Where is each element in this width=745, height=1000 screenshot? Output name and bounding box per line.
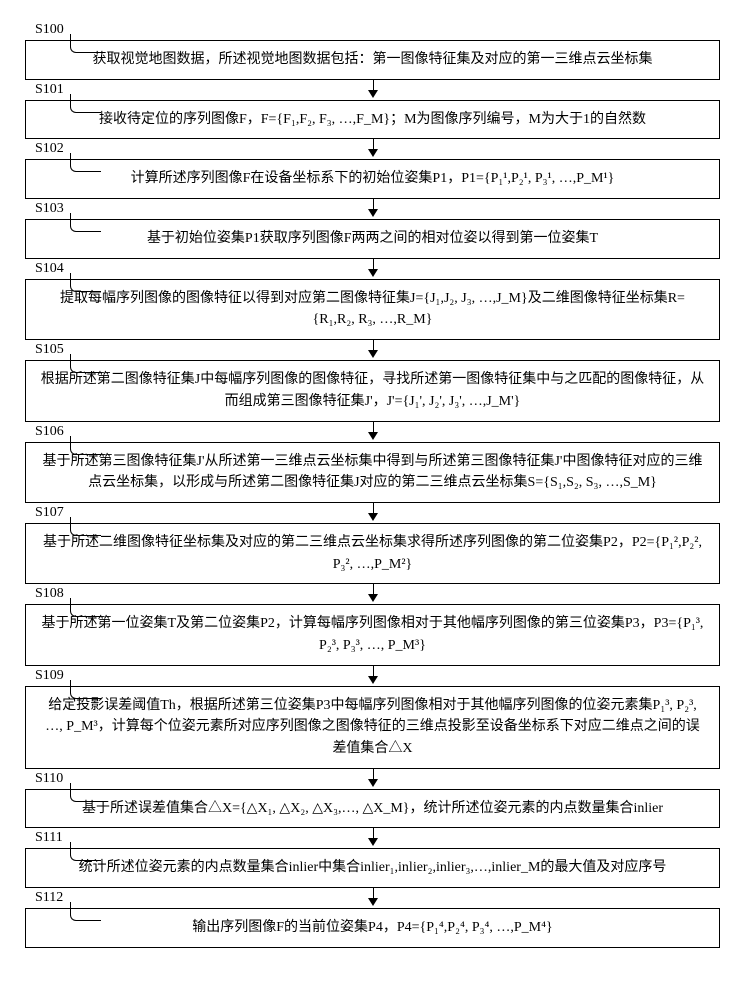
label-connector xyxy=(70,598,101,617)
step-box: 基于所述第三图像特征集J'从所述第一三维点云坐标集中得到与所述第三图像特征集J'… xyxy=(25,442,720,503)
label-connector xyxy=(70,34,101,53)
step-box: 提取每幅序列图像的图像特征以得到对应第二图像特征集J={J₁,J₂, J₃, …… xyxy=(25,279,720,340)
label-connector xyxy=(70,153,101,172)
flow-step: S102 计算所述序列图像F在设备坐标系下的初始位姿集P1，P1={P₁¹,P₂… xyxy=(15,139,730,199)
label-connector xyxy=(70,436,101,455)
label-connector xyxy=(70,273,101,292)
label-connector xyxy=(70,783,101,802)
step-label: S101 xyxy=(35,82,64,98)
step-box: 统计所述位姿元素的内点数量集合inlier中集合inlier₁,inlier₂,… xyxy=(25,848,720,888)
step-label: S104 xyxy=(35,261,64,277)
step-label: S105 xyxy=(35,342,64,358)
step-label: S109 xyxy=(35,668,64,684)
label-connector xyxy=(70,902,101,921)
step-label: S112 xyxy=(35,890,63,906)
flow-step: S104 提取每幅序列图像的图像特征以得到对应第二图像特征集J={J₁,J₂, … xyxy=(15,259,730,340)
step-box: 根据所述第二图像特征集J中每幅序列图像的图像特征，寻找所述第一图像特征集中与之匹… xyxy=(25,360,720,421)
flow-step: S111 统计所述位姿元素的内点数量集合inlier中集合inlier₁,inl… xyxy=(15,828,730,888)
step-box: 输出序列图像F的当前位姿集P4，P4={P₁⁴,P₂⁴, P₃⁴, …,P_M⁴… xyxy=(25,908,720,948)
step-label: S100 xyxy=(35,22,64,38)
step-box: 基于所述误差值集合△X={△X₁, △X₂, △X₃,…, △X_M}，统计所述… xyxy=(25,789,720,829)
flow-step: S108 基于所述第一位姿集T及第二位姿集P2，计算每幅序列图像相对于其他幅序列… xyxy=(15,584,730,665)
step-label: S106 xyxy=(35,424,64,440)
label-connector xyxy=(70,680,101,699)
step-box: 基于初始位姿集P1获取序列图像F两两之间的相对位姿以得到第一位姿集T xyxy=(25,219,720,259)
step-label: S111 xyxy=(35,830,63,846)
step-box: 获取视觉地图数据，所述视觉地图数据包括：第一图像特征集及对应的第一三维点云坐标集 xyxy=(25,40,720,80)
flow-step: S103 基于初始位姿集P1获取序列图像F两两之间的相对位姿以得到第一位姿集T xyxy=(15,199,730,259)
step-label: S108 xyxy=(35,586,64,602)
flow-step: S107 基于所述二维图像特征坐标集及对应的第二三维点云坐标集求得所述序列图像的… xyxy=(15,503,730,584)
step-box: 基于所述二维图像特征坐标集及对应的第二三维点云坐标集求得所述序列图像的第二位姿集… xyxy=(25,523,720,584)
flow-step: S106 基于所述第三图像特征集J'从所述第一三维点云坐标集中得到与所述第三图像… xyxy=(15,422,730,503)
flow-step: S110 基于所述误差值集合△X={△X₁, △X₂, △X₃,…, △X_M}… xyxy=(15,769,730,829)
step-box: 给定投影误差阈值Th，根据所述第三位姿集P3中每幅序列图像相对于其他幅序列图像的… xyxy=(25,686,720,769)
flow-step: S105 根据所述第二图像特征集J中每幅序列图像的图像特征，寻找所述第一图像特征… xyxy=(15,340,730,421)
step-label: S110 xyxy=(35,771,63,787)
step-label: S103 xyxy=(35,201,64,217)
label-connector xyxy=(70,94,101,113)
step-box: 基于所述第一位姿集T及第二位姿集P2，计算每幅序列图像相对于其他幅序列图像的第三… xyxy=(25,604,720,665)
label-connector xyxy=(70,354,101,373)
step-box: 计算所述序列图像F在设备坐标系下的初始位姿集P1，P1={P₁¹,P₂¹, P₃… xyxy=(25,159,720,199)
flow-step: S109 给定投影误差阈值Th，根据所述第三位姿集P3中每幅序列图像相对于其他幅… xyxy=(15,666,730,769)
step-box: 接收待定位的序列图像F，F={F₁,F₂, F₃, …,F_M}；M为图像序列编… xyxy=(25,100,720,140)
label-connector xyxy=(70,213,101,232)
label-connector xyxy=(70,842,101,861)
flow-step: S112 输出序列图像F的当前位姿集P4，P4={P₁⁴,P₂⁴, P₃⁴, …… xyxy=(15,888,730,948)
flow-step: S101 接收待定位的序列图像F，F={F₁,F₂, F₃, …,F_M}；M为… xyxy=(15,80,730,140)
step-label: S107 xyxy=(35,505,64,521)
flow-step: S100 获取视觉地图数据，所述视觉地图数据包括：第一图像特征集及对应的第一三维… xyxy=(15,20,730,80)
step-label: S102 xyxy=(35,141,64,157)
flowchart-container: S100 获取视觉地图数据，所述视觉地图数据包括：第一图像特征集及对应的第一三维… xyxy=(15,20,730,948)
label-connector xyxy=(70,517,101,536)
